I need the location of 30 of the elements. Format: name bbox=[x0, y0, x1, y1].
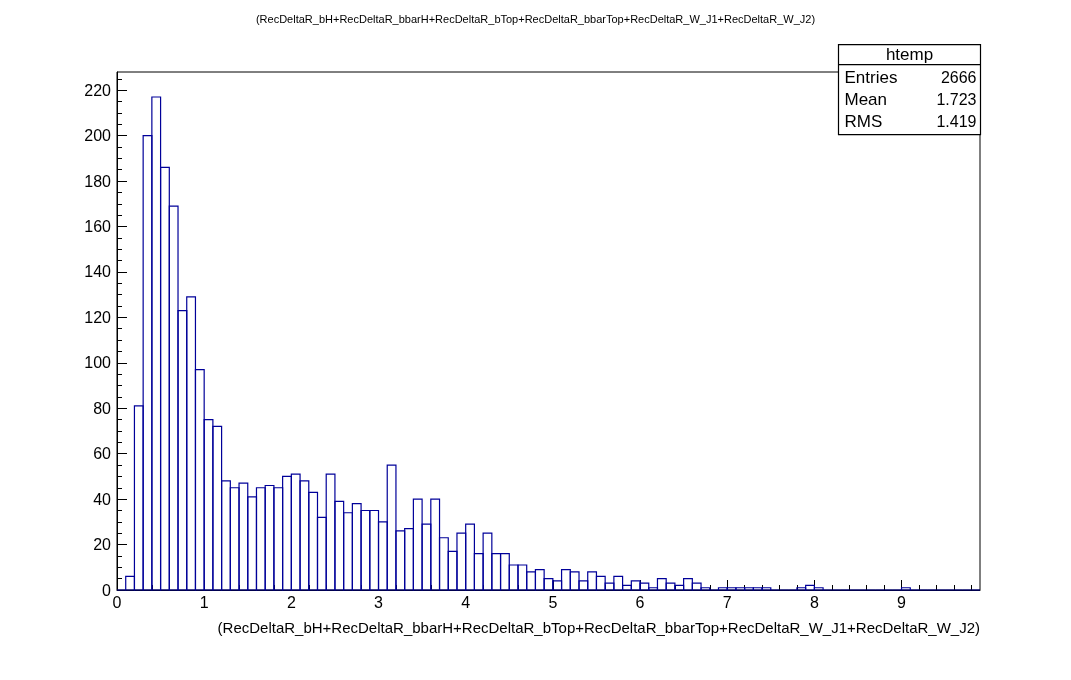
x-tick-label: 8 bbox=[809, 593, 819, 611]
y-tick-label: 220 bbox=[84, 81, 112, 99]
annotation: 1.723 bbox=[936, 91, 977, 109]
y-tick-label: 0 bbox=[102, 581, 112, 599]
annotation: RMS bbox=[844, 112, 883, 132]
annotation: 1.419 bbox=[936, 113, 977, 131]
y-tick-label: 100 bbox=[84, 354, 112, 372]
annotation: Entries bbox=[844, 68, 898, 88]
y-tick-label: 40 bbox=[93, 490, 112, 508]
x-tick-label: 4 bbox=[461, 593, 471, 611]
y-tick-label: 160 bbox=[84, 217, 112, 235]
x-tick-label: 3 bbox=[374, 593, 384, 611]
y-tick-label: 20 bbox=[93, 536, 112, 554]
x-tick-label: 1 bbox=[199, 593, 209, 611]
x-tick-label: 9 bbox=[897, 593, 907, 611]
y-tick-label: 60 bbox=[93, 445, 112, 463]
text: htemp bbox=[885, 45, 934, 65]
x-axis-title: (RecDeltaR_bH+RecDeltaR_bbarH+RecDeltaR_bTop+RecDeltaR_bbarTop+RecDeltaR_W_J1+RecDeltaR_W_J2) bbox=[217, 619, 980, 636]
y-tick-label: 120 bbox=[84, 308, 112, 326]
annotation: 2666 bbox=[940, 69, 977, 87]
x-tick-label: 2 bbox=[286, 593, 296, 611]
y-tick-label: 200 bbox=[84, 127, 112, 145]
x-tick-label: 6 bbox=[635, 593, 645, 611]
y-tick-label: 140 bbox=[84, 263, 112, 281]
chart-title: (RecDeltaR_bH+RecDeltaR_bbarH+RecDeltaR_bTop+RecDeltaR_bbarTop+RecDeltaR_W_J1+RecDeltaR_W_J2) bbox=[255, 12, 816, 25]
y-tick-label: 80 bbox=[93, 399, 112, 417]
x-tick-label: 5 bbox=[548, 593, 558, 611]
annotation: Mean bbox=[844, 90, 888, 110]
y-tick-label: 180 bbox=[84, 172, 112, 190]
x-tick-label: 7 bbox=[722, 593, 732, 611]
